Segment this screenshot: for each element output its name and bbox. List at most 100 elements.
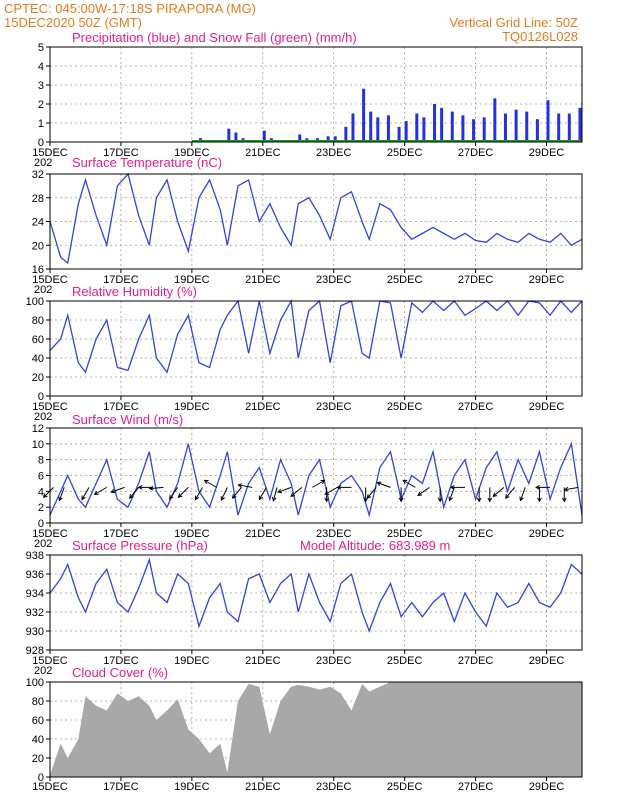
x-tick-label: 29DEC <box>529 274 565 286</box>
x-tick-label: 21DEC <box>245 528 281 540</box>
wind-arrow-shaft <box>232 487 242 499</box>
precip-panel: Precipitation (blue) and Snow Fall (gree… <box>32 30 583 169</box>
y-tick-label: 3 <box>38 80 44 92</box>
wind-arrow-head <box>561 497 567 503</box>
temperature-line <box>49 172 583 265</box>
wind-arrow-shaft <box>220 487 228 501</box>
y-tick-label: 928 <box>26 645 44 657</box>
wind-arrow-head <box>220 496 225 502</box>
wind-arrow <box>42 487 54 499</box>
wind-arrow-shaft <box>258 487 267 500</box>
y-tick-label: 20 <box>32 753 44 765</box>
wind-arrow-shaft <box>564 486 579 491</box>
precip-bar <box>326 136 330 142</box>
wind-arrow-head <box>437 497 443 503</box>
wind-arrow <box>237 483 253 488</box>
wind-arrow <box>487 487 493 503</box>
wind-arrow-head <box>277 488 283 494</box>
y-tick-label: 80 <box>32 696 44 708</box>
humidity-title: Relative Humidity (%) <box>72 284 197 299</box>
wind-arrow-head <box>376 481 382 486</box>
wind-arrow-head <box>93 490 99 495</box>
wind-arrow <box>366 487 377 499</box>
wind-arrow-head <box>81 495 86 501</box>
wind-arrow-shaft <box>402 479 416 488</box>
wind-arrow <box>231 487 242 499</box>
wind-arrow-shaft <box>290 486 303 497</box>
precip-bar <box>433 104 437 142</box>
x-tick-label: 17DEC <box>103 528 139 540</box>
wind-arrow <box>177 487 189 499</box>
precip-bar <box>351 113 355 142</box>
wind-arrow <box>312 479 326 488</box>
wind-arrow-head <box>417 491 423 497</box>
precip-bar <box>450 111 454 142</box>
wind-arrow <box>476 487 482 503</box>
pressure-panel: Surface Pressure (hPa) Model Altitude: 68… <box>26 538 583 677</box>
x-tick-label: 15DEC <box>32 274 68 286</box>
x-tick-label: 19DEC <box>174 781 210 793</box>
wind-arrow <box>290 486 303 498</box>
wind-arrow <box>563 486 579 492</box>
wind-arrow-head <box>58 496 63 502</box>
wind-arrow <box>194 487 203 501</box>
model-altitude: Model Altitude: 683.989 m <box>300 538 450 553</box>
wind-arrow-head <box>324 497 329 503</box>
x-tick-label: 27DEC <box>458 147 494 159</box>
header: CPTEC: 045:00W-17:18S PIRAPORA (MG) 15DE… <box>4 1 578 44</box>
wind-arrow-head <box>366 494 372 499</box>
wind-arrow-shaft <box>169 487 179 500</box>
x-tick-label: 27DEC <box>458 274 494 286</box>
wind-arrow-shaft <box>312 479 325 488</box>
precip-bar <box>514 109 518 142</box>
wind-arrow <box>277 486 292 494</box>
wind-arrow-shaft <box>366 487 377 499</box>
wind-arrow <box>448 487 455 502</box>
wind-arrow-shaft <box>58 487 65 501</box>
precip-bar <box>369 111 373 142</box>
year-fragment: 202 <box>34 284 52 296</box>
precip-bar <box>227 128 231 142</box>
wind-arrow <box>398 487 404 503</box>
wind-arrow-head <box>169 494 174 500</box>
precip-frame <box>49 46 583 143</box>
precip-bar <box>333 136 337 142</box>
wind-arrow-head <box>402 479 408 485</box>
x-tick-label: 17DEC <box>103 401 139 413</box>
wind-arrow-head <box>137 485 143 490</box>
wind-arrow-head <box>203 479 209 485</box>
wind-arrow-shaft <box>519 487 526 501</box>
precip-bar <box>567 113 571 142</box>
precip-bar <box>362 88 366 142</box>
precip-bar <box>404 121 408 142</box>
wind-arrow-shaft <box>324 486 338 495</box>
y-tick-label: 100 <box>26 677 44 689</box>
wind-arrow-head <box>110 488 116 494</box>
y-tick-label: 0 <box>38 518 44 530</box>
wind-arrow-head <box>537 497 542 503</box>
x-tick-label: 29DEC <box>529 528 565 540</box>
wind-arrow-shaft <box>43 487 54 498</box>
wind-arrow-head <box>271 496 277 502</box>
precip-bar <box>557 113 561 142</box>
precip-bar <box>397 126 401 142</box>
x-tick-label: 27DEC <box>458 655 494 667</box>
run-code: TQ0126L028 <box>502 29 578 44</box>
wind-arrow-head <box>177 493 183 499</box>
x-tick-label: 19DEC <box>174 528 210 540</box>
wind-arrow-head <box>492 492 498 498</box>
wind-arrow-head <box>398 497 404 503</box>
precip-bar <box>422 117 426 142</box>
wind-arrow-head <box>320 479 326 485</box>
precip-bar <box>503 113 507 142</box>
wind-arrow-shaft <box>204 479 217 488</box>
wind-arrow-shaft <box>277 486 292 493</box>
x-tick-label: 29DEC <box>529 401 565 413</box>
wind-arrow-shaft <box>149 486 164 490</box>
x-tick-label: 19DEC <box>174 401 210 413</box>
y-tick-label: 32 <box>32 169 44 181</box>
x-tick-label: 19DEC <box>174 655 210 667</box>
